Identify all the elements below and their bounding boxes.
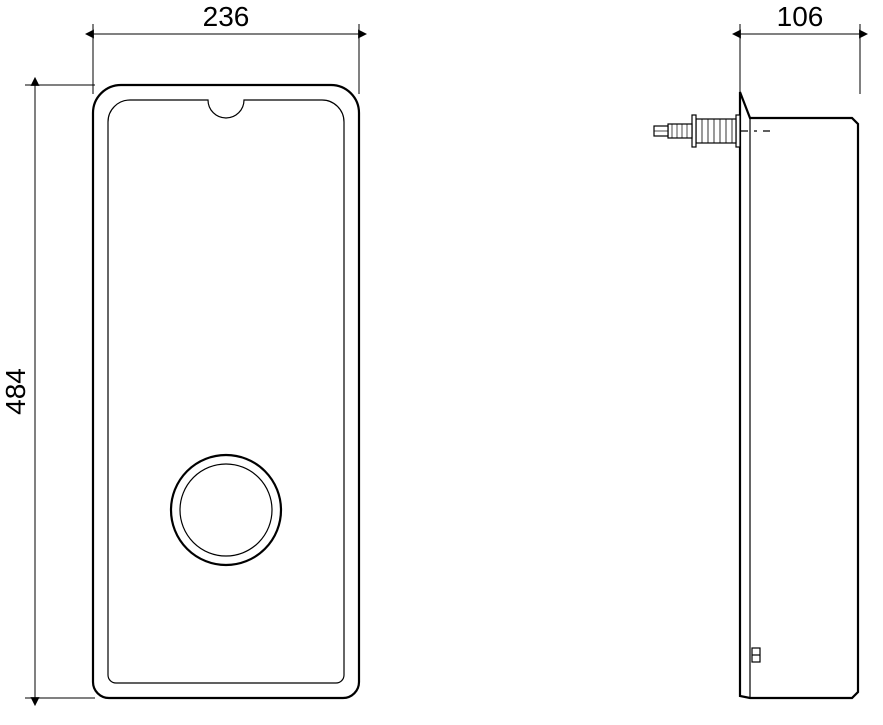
front-view-outer xyxy=(93,85,359,698)
dim-depth-label: 106 xyxy=(777,1,824,32)
dim-height-label: 484 xyxy=(0,368,31,415)
front-view-circle-inner xyxy=(180,464,272,556)
dim-width-label: 236 xyxy=(203,1,250,32)
side-connector-stub xyxy=(668,124,692,138)
front-view-inner xyxy=(108,100,344,683)
side-view-body xyxy=(740,92,858,698)
front-view-circle-outer xyxy=(171,455,281,565)
